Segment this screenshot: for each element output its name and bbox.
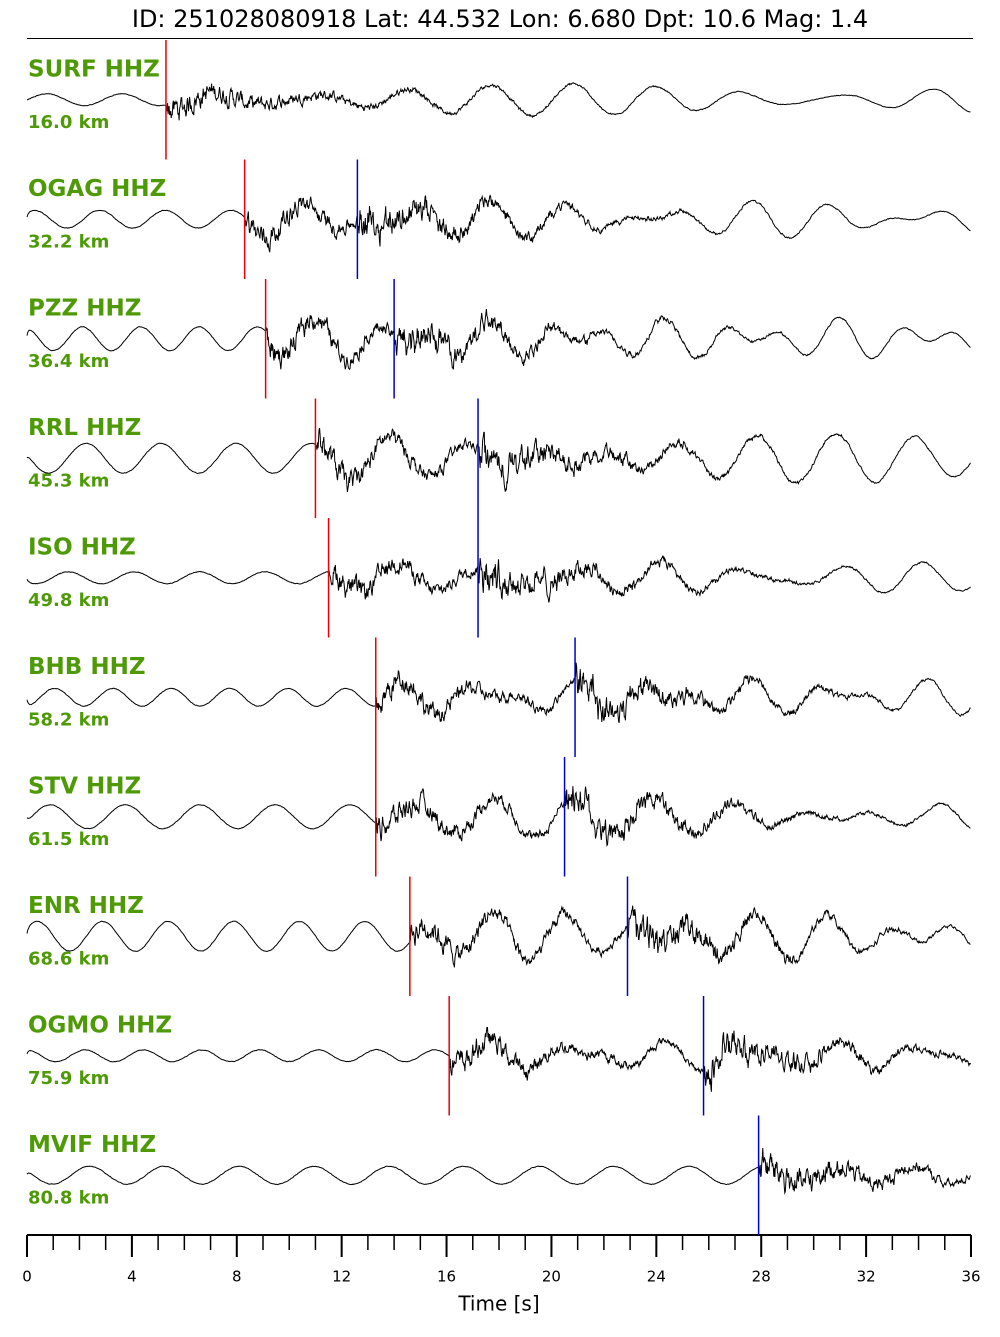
distance-label: 16.0 km — [28, 112, 109, 133]
x-tick-label: 0 — [22, 1268, 32, 1286]
station-label: SURF HHZ — [28, 57, 160, 83]
x-axis-title: Time [s] — [457, 1292, 539, 1316]
x-tick-label: 4 — [127, 1268, 137, 1286]
station-label: OGAG HHZ — [28, 176, 166, 202]
waveform — [26, 194, 971, 253]
waveform — [26, 662, 971, 723]
station-label: ENR HHZ — [28, 893, 144, 919]
distance-label: 45.3 km — [28, 471, 109, 492]
x-tick-label: 28 — [752, 1268, 771, 1286]
station-label: ISO HHZ — [28, 535, 136, 561]
distance-label: 61.5 km — [28, 829, 109, 850]
distance-label: 80.8 km — [28, 1188, 109, 1209]
distance-label: 32.2 km — [28, 232, 109, 253]
x-tick-label: 32 — [857, 1268, 876, 1286]
waveform — [26, 905, 971, 968]
station-label: MVIF HHZ — [28, 1132, 156, 1158]
x-tick-label: 36 — [961, 1268, 980, 1286]
x-tick-label: 12 — [332, 1268, 351, 1286]
waveform — [26, 1147, 971, 1195]
station-label: RRL HHZ — [28, 415, 141, 441]
waveform — [26, 427, 971, 492]
x-tick-label: 16 — [437, 1268, 456, 1286]
station-label: STV HHZ — [28, 774, 141, 800]
station-label: BHB HHZ — [28, 654, 146, 680]
x-tick-label: 24 — [647, 1268, 666, 1286]
x-tick-label: 20 — [542, 1268, 561, 1286]
distance-label: 75.9 km — [28, 1068, 109, 1089]
distance-label: 68.6 km — [28, 949, 109, 970]
waveform — [26, 309, 971, 371]
distance-label: 49.8 km — [28, 590, 109, 611]
waveform — [26, 1026, 971, 1092]
distance-label: 36.4 km — [28, 351, 109, 372]
waveform — [26, 555, 971, 603]
waveform — [27, 82, 971, 121]
x-tick-label: 8 — [232, 1268, 242, 1286]
distance-label: 58.2 km — [28, 710, 109, 731]
station-label: PZZ HHZ — [28, 296, 141, 322]
chart-title: ID: 251028080918 Lat: 44.532 Lon: 6.680 … — [132, 5, 868, 33]
station-label: OGMO HHZ — [28, 1013, 172, 1039]
waveform — [26, 786, 971, 848]
